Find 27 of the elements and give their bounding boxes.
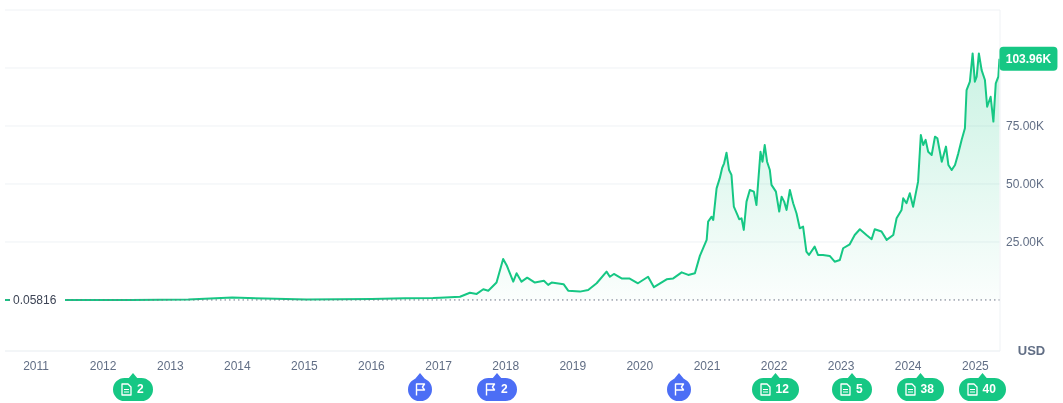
x-tick-label: 2017 (425, 358, 453, 373)
y-axis-title: USD (1017, 343, 1046, 358)
annotation: 103.96K (1005, 51, 1052, 66)
x-tick-label: 2024 (894, 358, 922, 373)
x-tick-label: 2022 (760, 358, 788, 373)
x-tick-label: 2021 (693, 358, 721, 373)
x-tick-label: 2025 (962, 358, 990, 373)
x-tick-label: 2012 (89, 358, 117, 373)
ref-line-label: 0.05816 (13, 292, 57, 307)
text: 2 (501, 382, 508, 396)
x-tick-label: 2015 (291, 358, 319, 373)
x-tick-label: 2011 (23, 358, 50, 373)
text: 40 (982, 382, 996, 396)
text: 38 (920, 382, 934, 396)
text: 5 (856, 382, 863, 396)
y-tick-label: 25.00K (1006, 235, 1045, 250)
text: 2 (137, 382, 144, 396)
x-tick-label: 2019 (559, 358, 587, 373)
y-tick-label: 75.00K (1006, 119, 1045, 134)
x-tick-label: 2018 (492, 358, 520, 373)
text: 12 (775, 382, 789, 396)
x-tick-label: 2016 (358, 358, 386, 373)
x-tick-label: 2020 (626, 358, 654, 373)
y-tick-label: 50.00K (1006, 177, 1045, 192)
x-tick-label: 2023 (827, 358, 855, 373)
x-tick-label: 2014 (224, 358, 252, 373)
x-tick-label: 2013 (156, 358, 184, 373)
